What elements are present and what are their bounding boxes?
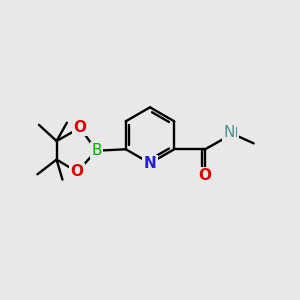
Text: O: O: [74, 120, 87, 135]
Text: N: N: [144, 156, 156, 171]
Text: O: O: [71, 164, 84, 179]
Text: N: N: [223, 125, 234, 140]
Text: O: O: [199, 168, 212, 183]
Text: H: H: [228, 126, 238, 140]
Text: B: B: [91, 143, 102, 158]
